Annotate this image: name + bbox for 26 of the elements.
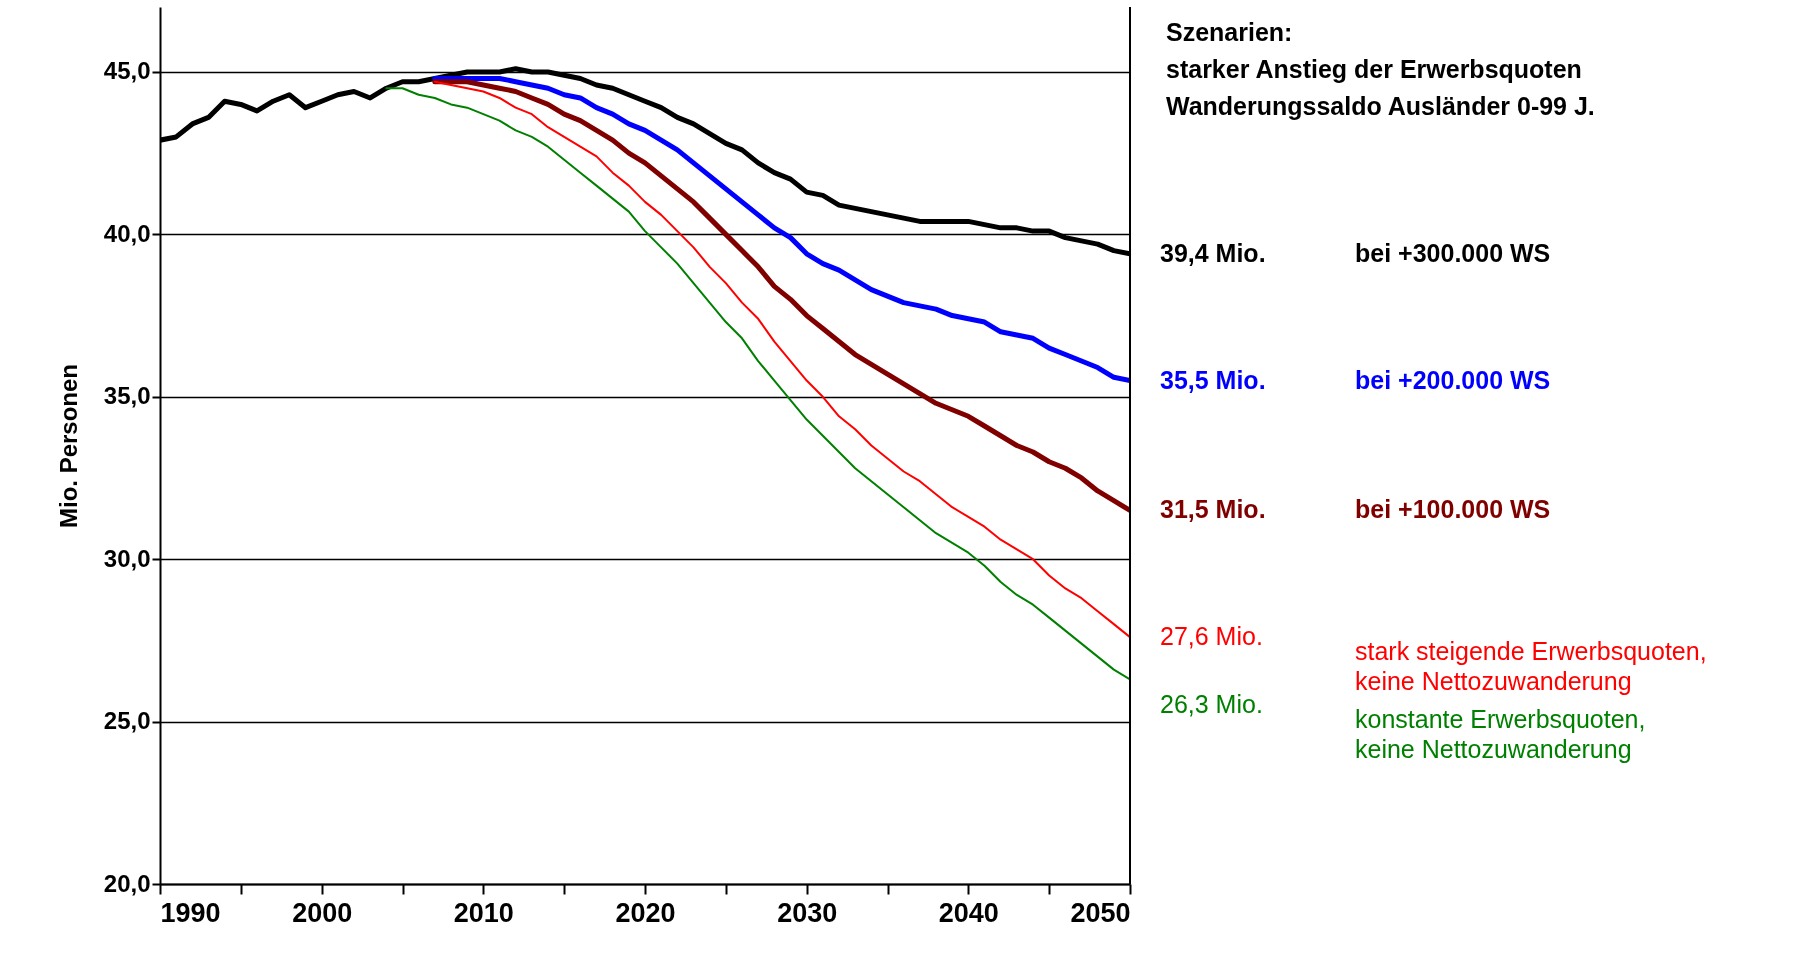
y-axis-title: Mio. Personen xyxy=(54,363,82,529)
text: bei +200.000 WS xyxy=(1355,365,1551,394)
text: starker Anstieg der Erwerbsquoten Wanderungssaldo Ausländer 0-99 J. xyxy=(1166,55,1595,120)
text: Szenarien: xyxy=(1166,18,1293,46)
x-tick-label: 2050 xyxy=(1070,897,1131,928)
y-tick-label: 35,0 xyxy=(103,382,151,410)
text: 39,4 Mio. xyxy=(1160,238,1266,267)
y-tick-label: 30,0 xyxy=(103,544,151,572)
y-tick-label: 25,0 xyxy=(103,707,151,735)
x-tick-label: 2000 xyxy=(292,897,353,928)
text: stark steigende Erwerbsquoten, keine Nettozuwanderung xyxy=(1355,637,1707,696)
text: 35,5 Mio. xyxy=(1160,365,1266,394)
x-tick-label: 1990 xyxy=(160,897,221,928)
x-tick-label: 2030 xyxy=(777,897,838,928)
x-tick-label: 2010 xyxy=(453,897,514,928)
text: bei +300.000 WS xyxy=(1355,238,1551,267)
x-tick-label: 2040 xyxy=(938,897,999,928)
text: konstante Erwerbsquoten, keine Nettozuwanderung xyxy=(1355,705,1646,764)
text: 31,5 Mio. xyxy=(1160,495,1266,524)
y-tick-label: 20,0 xyxy=(103,869,151,897)
text: 26,3 Mio. xyxy=(1160,690,1263,719)
y-tick-label: 40,0 xyxy=(103,219,151,247)
text: 27,6 Mio. xyxy=(1160,622,1263,651)
y-tick-label: 45,0 xyxy=(103,57,151,85)
text: bei +100.000 WS xyxy=(1355,495,1551,524)
x-tick-label: 2020 xyxy=(615,897,676,928)
